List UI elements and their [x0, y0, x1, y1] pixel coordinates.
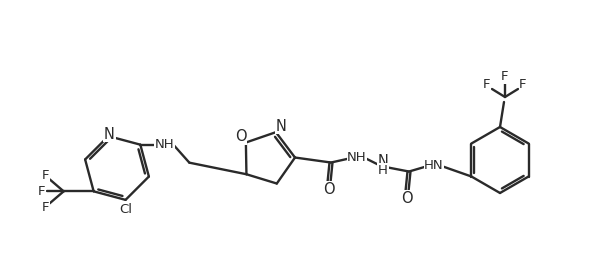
Text: F: F	[483, 78, 491, 91]
Text: H: H	[378, 164, 388, 177]
Text: F: F	[42, 169, 50, 182]
Text: HN: HN	[424, 159, 444, 172]
Text: N: N	[275, 119, 287, 134]
Text: O: O	[323, 182, 335, 197]
Text: O: O	[235, 129, 247, 144]
Text: N: N	[104, 126, 115, 142]
Text: N: N	[377, 154, 389, 169]
Text: F: F	[519, 78, 527, 91]
Text: F: F	[42, 201, 50, 214]
Text: O: O	[401, 191, 413, 206]
Text: F: F	[501, 71, 509, 83]
Text: F: F	[38, 185, 45, 198]
Text: NH: NH	[155, 138, 174, 151]
Text: Cl: Cl	[119, 203, 132, 216]
Text: NH: NH	[347, 151, 367, 164]
